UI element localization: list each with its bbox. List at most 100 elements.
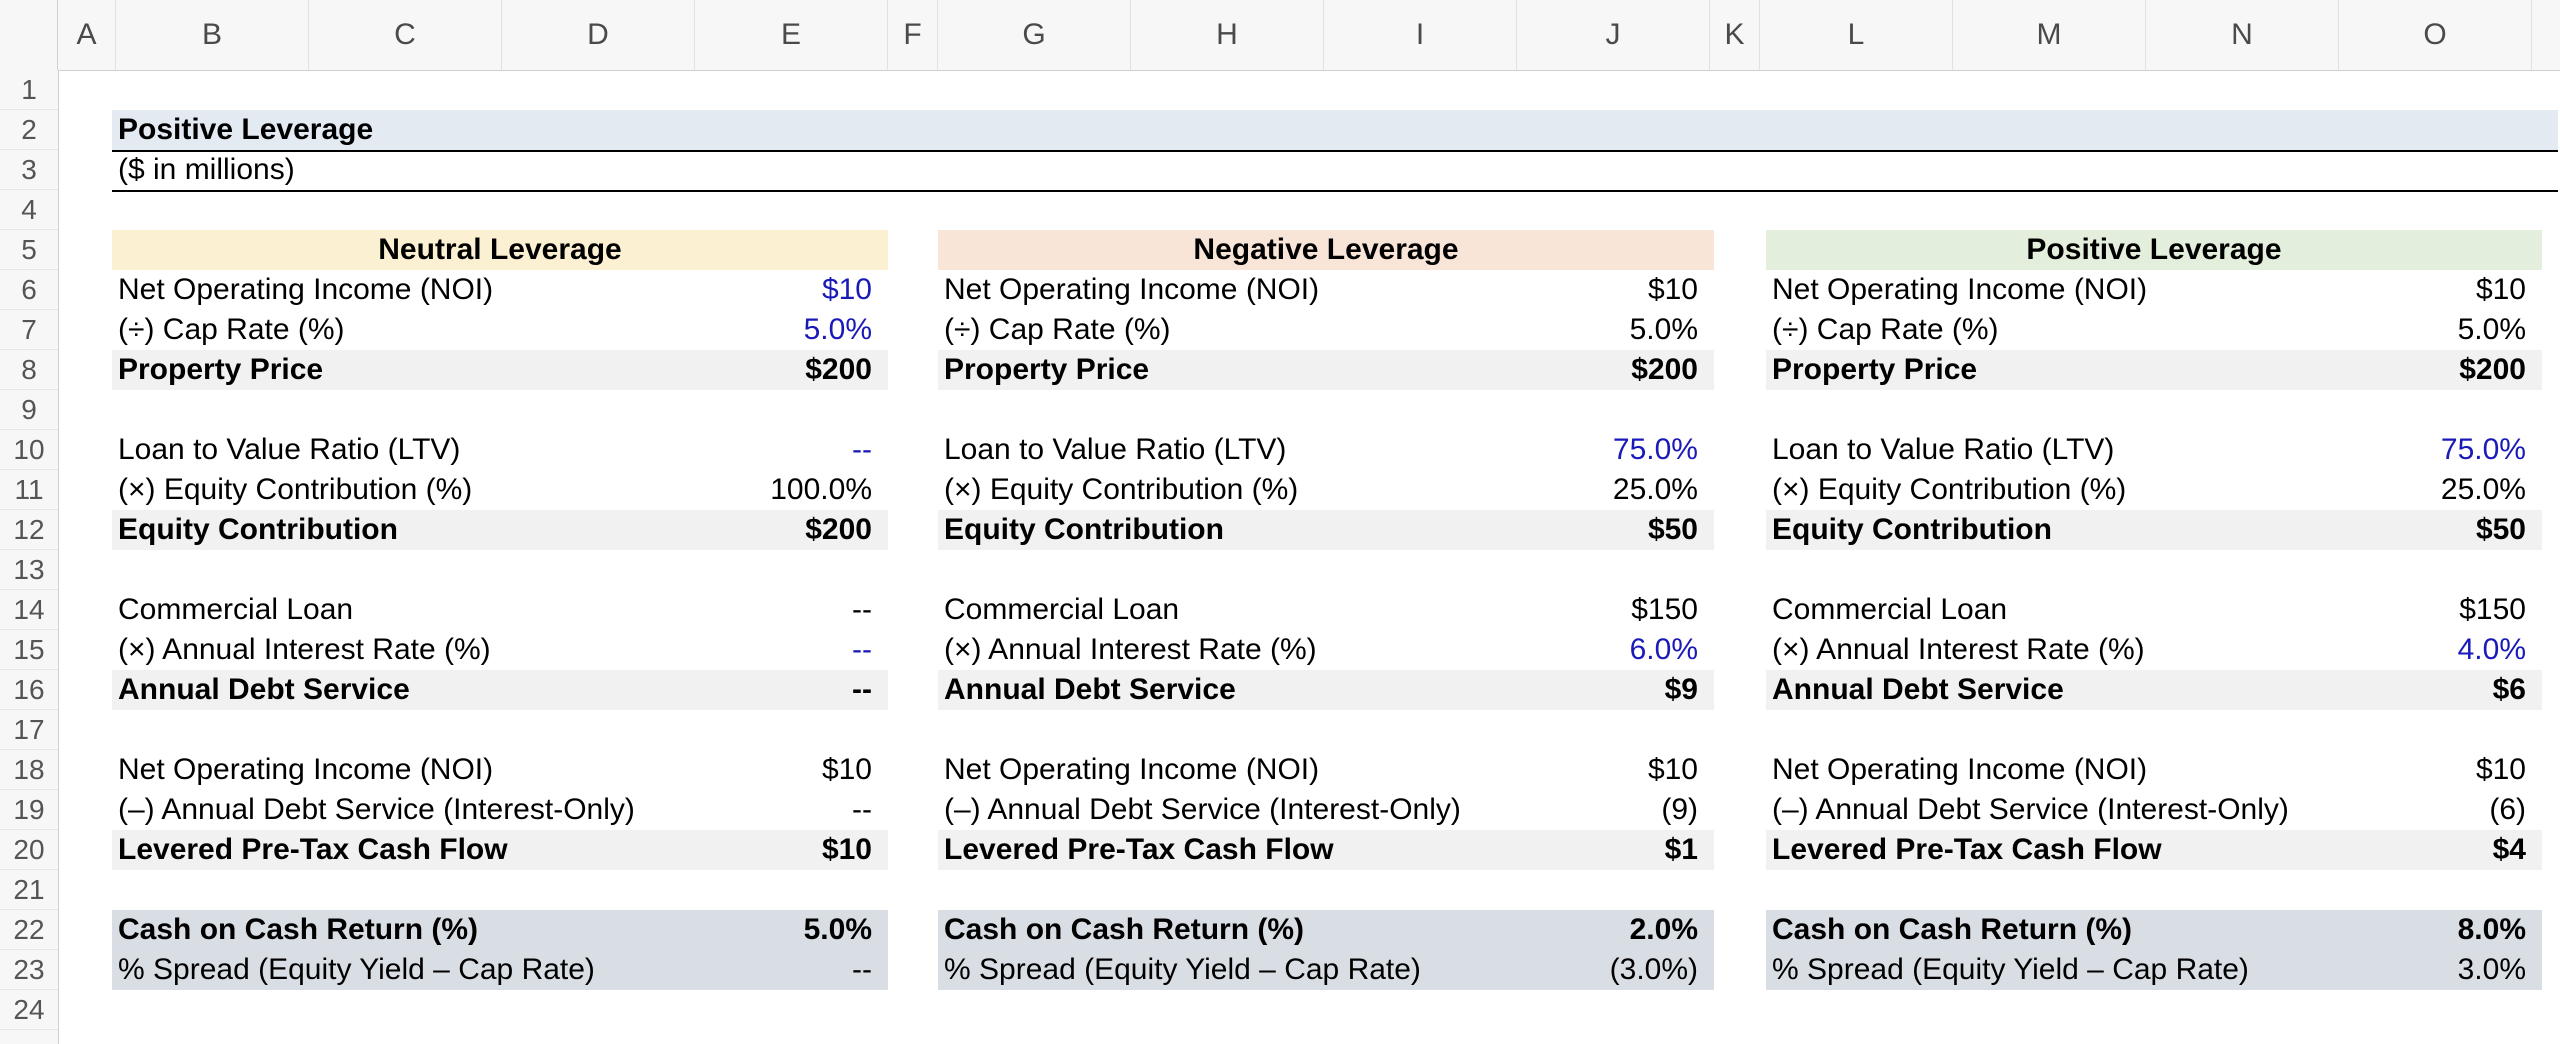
neutral-leverage-coc-return-value[interactable]: 5.0% — [803, 913, 872, 946]
negative-leverage-spread-value[interactable]: (3.0%) — [1609, 953, 1698, 986]
row-header-9[interactable]: 9 — [0, 390, 58, 430]
column-header-l[interactable]: L — [1760, 0, 1953, 70]
neutral-leverage-noi-2-label[interactable]: Net Operating Income (NOI) — [118, 753, 494, 786]
positive-leverage-equity-contribution-value[interactable]: $50 — [2475, 513, 2526, 546]
positive-leverage-cash-flow-label[interactable]: Levered Pre-Tax Cash Flow — [1772, 833, 2162, 866]
positive-leverage-property-price-value[interactable]: $200 — [2459, 353, 2526, 386]
negative-leverage-loan-value[interactable]: $150 — [1631, 593, 1698, 626]
neutral-leverage-less-debt-service-value[interactable]: -- — [852, 793, 872, 826]
positive-leverage-cap-rate-value[interactable]: 5.0% — [2457, 313, 2526, 346]
positive-leverage-header[interactable]: Positive Leverage — [2026, 233, 2282, 266]
negative-leverage-cap-rate-label[interactable]: (÷) Cap Rate (%) — [944, 313, 1171, 346]
negative-leverage-debt-service-value[interactable]: $9 — [1664, 673, 1698, 706]
neutral-leverage-less-debt-service-label[interactable]: (–) Annual Debt Service (Interest-Only) — [118, 793, 635, 826]
neutral-leverage-interest-rate-label[interactable]: (×) Annual Interest Rate (%) — [118, 633, 491, 666]
neutral-leverage-equity-contribution-value[interactable]: $200 — [805, 513, 872, 546]
positive-leverage-cap-rate-label[interactable]: (÷) Cap Rate (%) — [1772, 313, 1999, 346]
row-header-8[interactable]: 8 — [0, 350, 58, 390]
positive-leverage-coc-return-label[interactable]: Cash on Cash Return (%) — [1772, 913, 2133, 946]
positive-leverage-property-price-label[interactable]: Property Price — [1772, 353, 1978, 386]
neutral-leverage-ltv-label[interactable]: Loan to Value Ratio (LTV) — [118, 433, 461, 466]
positive-leverage-coc-return-value[interactable]: 8.0% — [2457, 913, 2526, 946]
negative-leverage-coc-return-value[interactable]: 2.0% — [1629, 913, 1698, 946]
column-header-j[interactable]: J — [1517, 0, 1710, 70]
positive-leverage-spread-label[interactable]: % Spread (Equity Yield – Cap Rate) — [1772, 953, 2249, 986]
neutral-leverage-property-price-value[interactable]: $200 — [805, 353, 872, 386]
column-header-m[interactable]: M — [1953, 0, 2146, 70]
row-header-13[interactable]: 13 — [0, 550, 58, 590]
positive-leverage-equity-contribution-label[interactable]: Equity Contribution — [1772, 513, 2052, 546]
row-header-24[interactable]: 24 — [0, 990, 58, 1030]
row-header-10[interactable]: 10 — [0, 430, 58, 470]
neutral-leverage-ltv-value[interactable]: -- — [852, 433, 872, 466]
negative-leverage-equity-pct-label[interactable]: (×) Equity Contribution (%) — [944, 473, 1299, 506]
column-header-c[interactable]: C — [309, 0, 502, 70]
row-header-4[interactable]: 4 — [0, 190, 58, 230]
row-header-11[interactable]: 11 — [0, 470, 58, 510]
negative-leverage-noi-2-value[interactable]: $10 — [1647, 753, 1698, 786]
negative-leverage-property-price-label[interactable]: Property Price — [944, 353, 1150, 386]
row-header-16[interactable]: 16 — [0, 670, 58, 710]
positive-leverage-debt-service-label[interactable]: Annual Debt Service — [1772, 673, 2064, 706]
neutral-leverage-noi-value[interactable]: $10 — [821, 273, 872, 306]
negative-leverage-cap-rate-value[interactable]: 5.0% — [1629, 313, 1698, 346]
negative-leverage-interest-rate-label[interactable]: (×) Annual Interest Rate (%) — [944, 633, 1317, 666]
neutral-leverage-spread-value[interactable]: -- — [852, 953, 872, 986]
neutral-leverage-equity-pct-value[interactable]: 100.0% — [770, 473, 872, 506]
column-header-f[interactable]: F — [888, 0, 938, 70]
negative-leverage-less-debt-service-label[interactable]: (–) Annual Debt Service (Interest-Only) — [944, 793, 1461, 826]
sheet-subtitle[interactable]: ($ in millions) — [118, 153, 295, 186]
row-header-17[interactable]: 17 — [0, 710, 58, 750]
negative-leverage-noi-label[interactable]: Net Operating Income (NOI) — [944, 273, 1320, 306]
column-header-o[interactable]: O — [2339, 0, 2532, 70]
neutral-leverage-noi-2-value[interactable]: $10 — [821, 753, 872, 786]
negative-leverage-ltv-value[interactable]: 75.0% — [1612, 433, 1698, 466]
positive-leverage-interest-rate-value[interactable]: 4.0% — [2457, 633, 2526, 666]
negative-leverage-noi-2-label[interactable]: Net Operating Income (NOI) — [944, 753, 1320, 786]
row-header-12[interactable]: 12 — [0, 510, 58, 550]
column-header-b[interactable]: B — [116, 0, 309, 70]
positive-leverage-loan-value[interactable]: $150 — [2459, 593, 2526, 626]
column-header-a[interactable]: A — [58, 0, 116, 70]
negative-leverage-debt-service-label[interactable]: Annual Debt Service — [944, 673, 1236, 706]
column-header-k[interactable]: K — [1710, 0, 1760, 70]
neutral-leverage-header[interactable]: Neutral Leverage — [378, 233, 622, 266]
column-header-n[interactable]: N — [2146, 0, 2339, 70]
neutral-leverage-coc-return-label[interactable]: Cash on Cash Return (%) — [118, 913, 479, 946]
row-header-19[interactable]: 19 — [0, 790, 58, 830]
negative-leverage-less-debt-service-value[interactable]: (9) — [1661, 793, 1698, 826]
negative-leverage-loan-label[interactable]: Commercial Loan — [944, 593, 1180, 626]
column-header-e[interactable]: E — [695, 0, 888, 70]
positive-leverage-less-debt-service-label[interactable]: (–) Annual Debt Service (Interest-Only) — [1772, 793, 2289, 826]
row-header-6[interactable]: 6 — [0, 270, 58, 310]
column-header-h[interactable]: H — [1131, 0, 1324, 70]
positive-leverage-noi-value[interactable]: $10 — [2475, 273, 2526, 306]
negative-leverage-spread-label[interactable]: % Spread (Equity Yield – Cap Rate) — [944, 953, 1421, 986]
positive-leverage-noi-label[interactable]: Net Operating Income (NOI) — [1772, 273, 2148, 306]
row-header-5[interactable]: 5 — [0, 230, 58, 270]
positive-leverage-interest-rate-label[interactable]: (×) Annual Interest Rate (%) — [1772, 633, 2145, 666]
neutral-leverage-property-price-label[interactable]: Property Price — [118, 353, 324, 386]
column-header-d[interactable]: D — [502, 0, 695, 70]
positive-leverage-equity-pct-label[interactable]: (×) Equity Contribution (%) — [1772, 473, 2127, 506]
positive-leverage-less-debt-service-value[interactable]: (6) — [2489, 793, 2526, 826]
row-header-15[interactable]: 15 — [0, 630, 58, 670]
row-header-7[interactable]: 7 — [0, 310, 58, 350]
row-header-1[interactable]: 1 — [0, 70, 58, 110]
positive-leverage-ltv-value[interactable]: 75.0% — [2440, 433, 2526, 466]
positive-leverage-spread-value[interactable]: 3.0% — [2457, 953, 2526, 986]
negative-leverage-interest-rate-value[interactable]: 6.0% — [1629, 633, 1698, 666]
row-header-18[interactable]: 18 — [0, 750, 58, 790]
neutral-leverage-cap-rate-value[interactable]: 5.0% — [803, 313, 872, 346]
negative-leverage-cash-flow-label[interactable]: Levered Pre-Tax Cash Flow — [944, 833, 1334, 866]
neutral-leverage-loan-value[interactable]: -- — [852, 593, 872, 626]
row-header-23[interactable]: 23 — [0, 950, 58, 990]
column-header-g[interactable]: G — [938, 0, 1131, 70]
row-header-21[interactable]: 21 — [0, 870, 58, 910]
negative-leverage-property-price-value[interactable]: $200 — [1631, 353, 1698, 386]
neutral-leverage-equity-contribution-label[interactable]: Equity Contribution — [118, 513, 398, 546]
neutral-leverage-spread-label[interactable]: % Spread (Equity Yield – Cap Rate) — [118, 953, 595, 986]
column-header-i[interactable]: I — [1324, 0, 1517, 70]
row-header-22[interactable]: 22 — [0, 910, 58, 950]
neutral-leverage-cap-rate-label[interactable]: (÷) Cap Rate (%) — [118, 313, 345, 346]
